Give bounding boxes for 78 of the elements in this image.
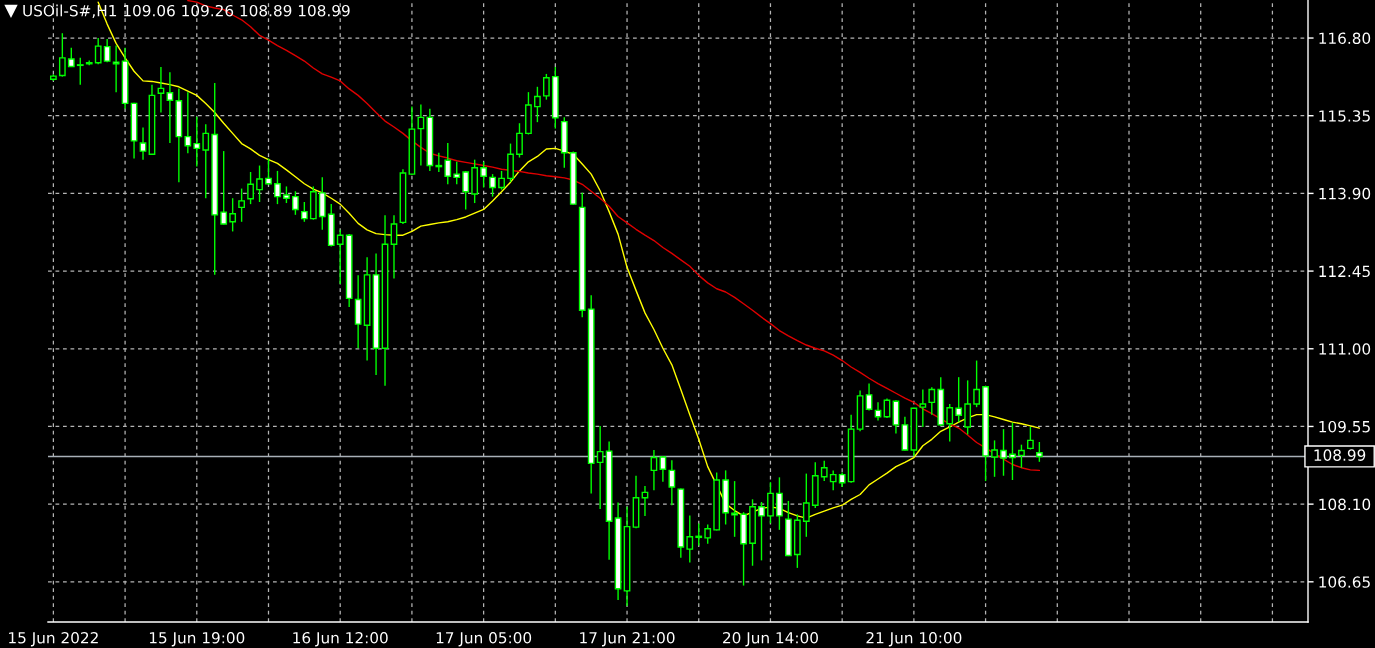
candlestick [1018,443,1025,469]
candlestick [695,522,703,547]
y-tick-label: 106.65 [1319,576,1370,588]
candlestick [435,151,443,173]
candlestick [318,176,326,231]
y-tick-label: 115.35 [1319,110,1370,122]
candlestick [220,150,228,226]
candlestick [462,170,470,211]
candlestick [820,460,828,482]
candlestick [919,388,927,428]
candlestick [166,71,174,144]
candlestick [76,57,84,86]
candlestick [883,397,891,419]
y-tick-label: 108.10 [1319,498,1371,511]
candlestick [112,44,120,93]
candlestick [202,123,210,199]
candlestick [516,122,523,159]
candlestick [596,425,604,510]
candlestick [480,161,488,189]
candlestick [892,399,900,435]
candlestick [973,359,981,408]
candlestick [946,403,954,443]
candlestick [453,161,461,185]
candlestick [991,439,998,478]
candlestick [704,523,712,545]
candlestick [731,480,738,538]
candlestick [229,197,237,233]
candlestick [336,229,344,285]
x-tick-label: 20 Jun 14:00 [723,631,818,647]
candlestick [758,501,765,562]
candlestick [274,170,281,205]
candlestick [668,459,676,506]
candlestick [802,472,810,538]
candlestick [829,469,837,491]
candlestick [659,455,667,483]
x-tick-label: 16 Jun 12:00 [293,631,388,647]
y-tick-label: 113.90 [1319,187,1371,200]
candlestick [874,401,882,422]
y-tick-label: 111.00 [1319,343,1371,355]
candlestick [58,32,66,78]
candlestick [776,476,783,531]
candlestick [964,379,972,436]
candlestick [1035,441,1043,463]
candlestick [139,126,147,161]
candlestick [417,103,425,167]
candlestick [928,386,936,416]
candlestick [1009,422,1016,481]
x-tick-label: 21 Jun 10:00 [866,631,962,647]
y-tick-label: 109.55 [1319,420,1370,433]
candlestick [157,66,165,114]
candlestick [498,170,505,191]
x-tick-label: 17 Jun 21:00 [580,631,675,647]
candlestick [865,382,873,412]
candlestick [193,116,201,168]
candlestick [238,187,245,223]
candlestick [390,214,398,280]
candlestick [292,190,299,216]
y-tick-label: 112.45 [1319,265,1370,278]
candlestick [767,481,774,525]
candlestick [489,173,496,198]
y-tick-label: 116.80 [1319,32,1371,45]
candlestick [955,376,963,423]
candlestick [686,514,694,564]
ref-line-label: 108.99 [1314,449,1366,461]
candlestick [94,37,102,65]
candlestick [265,157,272,185]
candlestick [534,86,541,123]
x-tick-label: 17 Jun 05:00 [436,631,532,647]
candlestick [1000,428,1007,477]
x-tick-label: 15 Jun 2022 [9,631,98,647]
candlestick [184,91,192,154]
candlestick [67,46,75,68]
candlestick [300,201,308,223]
candlestick [256,164,263,203]
candlestick [542,73,550,101]
candlestick [444,142,452,185]
candlestick [247,171,254,205]
x-tick-label: 15 Jun 19:00 [149,631,245,647]
